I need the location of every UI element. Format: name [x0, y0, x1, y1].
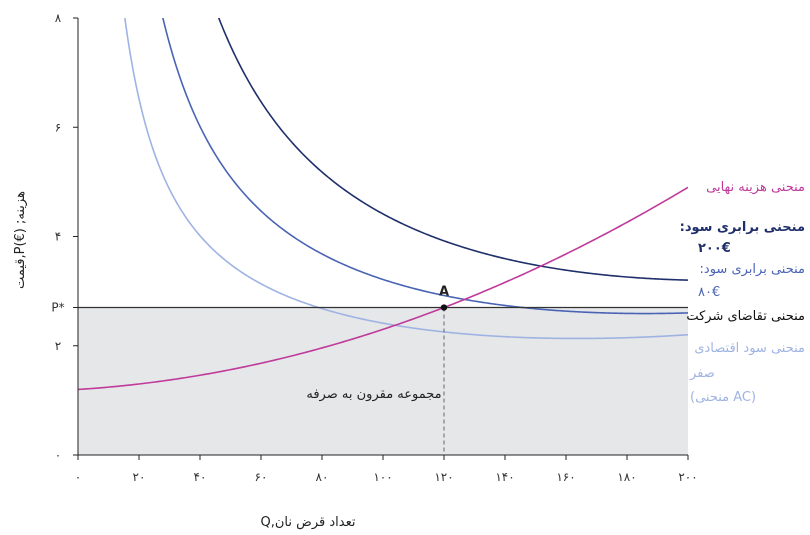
p-star-label: P* — [51, 301, 64, 315]
x-tick-label-8: ۱۶۰ — [556, 470, 575, 484]
ac-label-line1: منحنی سود اقتصادی — [694, 341, 805, 356]
y-axis-title: قیمت,P(€) ;هزینه — [13, 191, 28, 289]
isoprofit-80-label-line1: :منحنی برابری سود — [700, 262, 805, 277]
point-a-label: A — [439, 285, 449, 300]
ac-label-line2: صفر — [689, 366, 715, 381]
labels-layer: A مجموعه مقرون به صرفه منحنی هزینه نهایی :م… — [306, 180, 805, 405]
y-tick-label-2: ۴ — [55, 230, 61, 244]
isoprofit-curve-3 — [124, 18, 688, 340]
y-tick-label-4: ۸ — [55, 11, 62, 25]
isoprofit-curve-1 — [217, 18, 688, 281]
x-tick-label-3: ۶۰ — [255, 470, 268, 484]
isoprofit-80-label-line2: ۸۰€ — [698, 285, 720, 300]
x-tick-label-10: ۲۰۰ — [678, 470, 697, 484]
marginal-cost-label: منحنی هزینه نهایی — [706, 180, 805, 195]
isoprofit-200-label-line1: :منحنی برابری سود — [680, 220, 805, 235]
x-axis-title: Q,تعداد قرض نان — [261, 515, 356, 530]
y-tick-label-1: ۲ — [55, 339, 61, 353]
y-tick-label-0: ۰ — [55, 448, 61, 462]
x-tick-label-4: ۸۰ — [316, 470, 329, 484]
demand-label: منحنی تقاضای شرکت — [686, 309, 805, 324]
curves-layer — [78, 18, 688, 455]
x-tick-label-1: ۲۰ — [133, 470, 146, 484]
axes-layer: ۰ ۲۰ ۴۰ ۶۰ ۸۰ ۱۰۰ ۱۲۰ ۱۴۰ ۱۶۰ ۱۸۰ ۲۰۰ ۰ ۲ ۴ ۶ ۸ P* Q,تعدا… — [13, 11, 698, 530]
x-tick-label-2: ۴۰ — [194, 470, 207, 484]
x-tick-label-6: ۱۲۰ — [434, 470, 453, 484]
y-tick-label-3: ۶ — [55, 120, 61, 134]
feasible-set-region — [78, 307, 688, 455]
x-tick-label-5: ۱۰۰ — [373, 470, 392, 484]
point-a-marker — [440, 304, 448, 311]
isoprofit-200-label-line2: ۲۰۰€ — [698, 241, 731, 256]
ac-label-line3: (منحنی AC) — [690, 390, 756, 405]
feasible-set-label: مجموعه مقرون به صرفه — [306, 387, 441, 402]
isoprofit-curve-2 — [162, 18, 688, 315]
x-tick-label-7: ۱۴۰ — [495, 470, 514, 484]
x-tick-label-0: ۰ — [75, 470, 81, 484]
x-tick-label-9: ۱۸۰ — [617, 470, 636, 484]
shaded-region-layer — [78, 307, 688, 455]
marginal-cost-curve — [78, 186, 688, 391]
